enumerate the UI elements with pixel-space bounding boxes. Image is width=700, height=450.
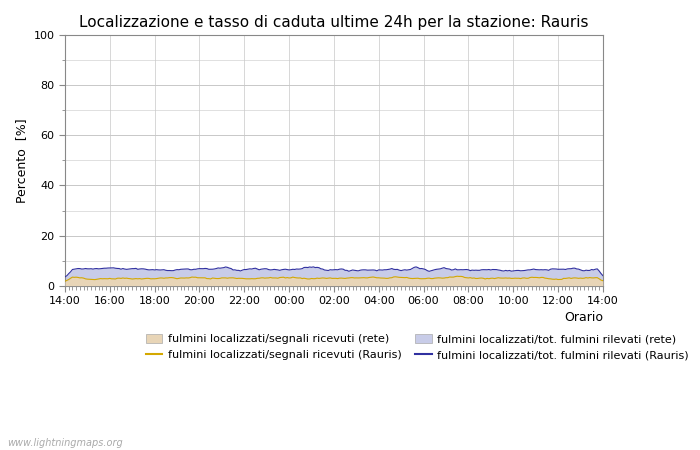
- Legend: fulmini localizzati/segnali ricevuti (rete), fulmini localizzati/segnali ricevut: fulmini localizzati/segnali ricevuti (re…: [146, 334, 689, 360]
- Title: Localizzazione e tasso di caduta ultime 24h per la stazione: Rauris: Localizzazione e tasso di caduta ultime …: [79, 15, 589, 30]
- Text: www.lightningmaps.org: www.lightningmaps.org: [7, 438, 122, 448]
- Y-axis label: Percento  [%]: Percento [%]: [15, 118, 28, 203]
- Text: Orario: Orario: [564, 310, 603, 324]
